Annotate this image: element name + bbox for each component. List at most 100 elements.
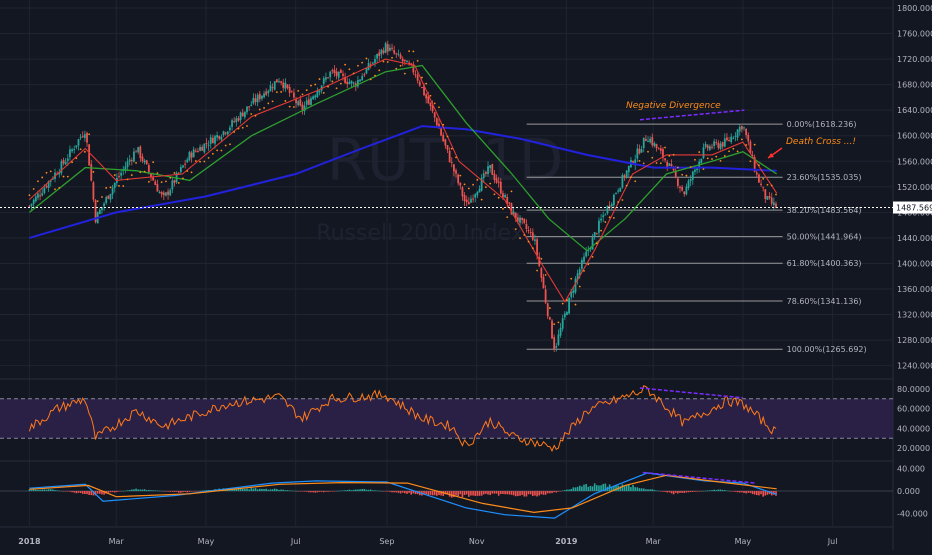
macd-histogram-bar [502, 491, 504, 495]
candle-body [361, 76, 364, 81]
sar-dot [493, 193, 496, 196]
macd-histogram-bar [92, 491, 95, 496]
macd-histogram-bar [271, 489, 274, 492]
sar-dot [62, 175, 65, 178]
sar-dot [280, 91, 283, 93]
macd-histogram-bar [188, 491, 191, 492]
candle-body [772, 202, 775, 205]
candle-body [728, 139, 730, 141]
macd-histogram-bar [171, 491, 174, 492]
candle-body [465, 199, 468, 203]
macd-histogram-bar [278, 489, 280, 492]
macd-histogram-bar [542, 491, 545, 495]
candle-body [103, 203, 105, 207]
macd-histogram-bar [380, 490, 383, 492]
macd-histogram-bar [246, 488, 248, 492]
macd-histogram-bar [37, 489, 39, 492]
candle-body [233, 121, 236, 123]
candle-body [239, 112, 242, 120]
macd-histogram-bar [310, 491, 312, 493]
macd-histogram-bar [587, 486, 590, 492]
sar-dot [314, 83, 317, 86]
sar-dot [301, 93, 304, 96]
macd-histogram-bar [84, 491, 86, 495]
macd-histogram-bar [145, 490, 148, 492]
macd-histogram-bar [374, 490, 376, 492]
macd-histogram-bar [276, 489, 278, 492]
macd-histogram-bar [152, 490, 154, 492]
annotation-layer: Negative Divergence Death Cross ...! [626, 101, 856, 484]
candle-body [64, 161, 67, 165]
sar-dot [561, 302, 564, 305]
candle-body [508, 202, 511, 204]
macd-histogram-bar [450, 491, 453, 498]
macd-histogram-bar [455, 491, 457, 496]
candle-body [694, 169, 696, 172]
candle-body [484, 171, 487, 174]
candle-body [337, 71, 340, 78]
candle-body [34, 196, 37, 202]
candle-body [412, 64, 415, 73]
candle-body [713, 141, 716, 147]
sar-dot [425, 82, 428, 85]
macd-histogram-bar [335, 490, 338, 492]
sar-dot [246, 125, 248, 127]
y-tick-label: 1560.000 [897, 157, 932, 166]
candle-body [574, 278, 577, 293]
candle-body [143, 160, 146, 163]
sar-dot [711, 158, 713, 160]
x-tick-label: 2018 [18, 537, 41, 546]
sar-dot [540, 257, 543, 260]
macd-histogram-bar [775, 491, 777, 496]
macd-histogram-bar [638, 488, 641, 492]
macd-histogram-bar [470, 491, 472, 496]
candle-body [638, 148, 641, 154]
macd-histogram-bar [491, 491, 494, 494]
macd-histogram-bar [203, 490, 206, 492]
candle-body [369, 64, 372, 66]
candle-body [619, 187, 622, 192]
sar-dot [220, 149, 223, 152]
candle-body [395, 53, 398, 55]
candle-body [734, 135, 737, 137]
macd-histogram-bar [329, 491, 331, 492]
sar-dot [762, 177, 765, 180]
sar-dot [698, 151, 701, 153]
macd-histogram-bar [282, 489, 285, 492]
fib-level-label: 50.00%(1441.964) [787, 233, 862, 242]
watermark-layer: RUT, 1D Russell 2000 Index [316, 126, 563, 246]
macd-histogram-bar [382, 491, 385, 492]
candle-body [365, 68, 368, 74]
candle-body [218, 135, 221, 139]
candle-body [527, 230, 530, 232]
sar-dot [297, 90, 300, 92]
macd-histogram-bar [600, 485, 602, 492]
candle-body [169, 189, 172, 196]
macd-histogram-bar [160, 490, 163, 492]
macd-histogram-bar [508, 491, 511, 495]
macd-histogram-bar [30, 490, 33, 492]
candle-body [286, 84, 289, 89]
candle-body [762, 186, 765, 188]
macd-histogram-bar [320, 491, 323, 492]
macd-histogram-bar [45, 489, 48, 492]
candle-body [598, 220, 600, 233]
candle-body [71, 149, 73, 152]
candle-body [512, 211, 515, 216]
macd-histogram-bar [391, 491, 393, 493]
candle-body [433, 112, 436, 118]
macd-histogram-bar [670, 491, 673, 494]
sar-dot [502, 207, 504, 210]
candle-body [322, 78, 325, 84]
sar-dot [519, 237, 521, 240]
macd-histogram-bar [696, 491, 698, 492]
candle-body [299, 99, 302, 106]
candle-body [380, 49, 383, 55]
candle-body [256, 94, 259, 103]
sar-dot [267, 102, 270, 105]
candle-body [653, 143, 656, 146]
macd-histogram-bar [485, 491, 487, 494]
macd-histogram-bar [406, 491, 408, 494]
